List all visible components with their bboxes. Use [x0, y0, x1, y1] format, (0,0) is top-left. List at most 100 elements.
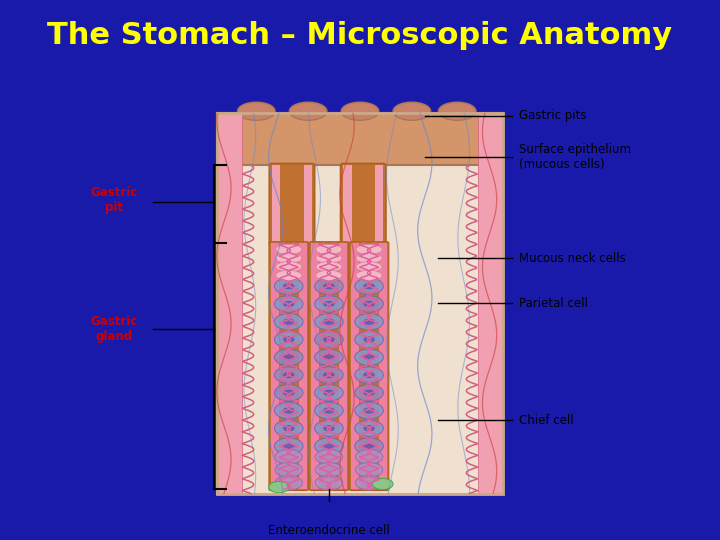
Ellipse shape [316, 261, 342, 272]
Ellipse shape [276, 253, 302, 264]
FancyBboxPatch shape [272, 165, 280, 243]
Ellipse shape [315, 331, 343, 348]
FancyBboxPatch shape [269, 164, 315, 245]
Ellipse shape [276, 261, 302, 272]
Ellipse shape [315, 349, 343, 366]
Ellipse shape [274, 296, 303, 312]
Ellipse shape [315, 384, 343, 401]
FancyBboxPatch shape [341, 164, 386, 245]
FancyBboxPatch shape [217, 113, 503, 165]
Ellipse shape [283, 425, 294, 431]
Ellipse shape [238, 102, 275, 120]
Ellipse shape [323, 319, 335, 325]
Ellipse shape [274, 278, 303, 294]
Ellipse shape [274, 331, 303, 348]
Ellipse shape [315, 449, 343, 464]
FancyBboxPatch shape [478, 113, 503, 494]
Ellipse shape [315, 462, 343, 477]
Ellipse shape [283, 407, 294, 414]
Ellipse shape [283, 336, 294, 343]
Ellipse shape [316, 270, 342, 281]
Ellipse shape [356, 270, 382, 281]
Ellipse shape [274, 314, 303, 330]
Text: The Stomach – Microscopic Anatomy: The Stomach – Microscopic Anatomy [48, 21, 672, 50]
Text: Parietal cell: Parietal cell [518, 297, 588, 310]
Ellipse shape [356, 462, 383, 477]
Ellipse shape [274, 402, 303, 418]
Ellipse shape [276, 270, 302, 281]
Text: Gastric
pit: Gastric pit [90, 186, 138, 214]
Ellipse shape [274, 384, 303, 401]
FancyBboxPatch shape [343, 165, 351, 243]
Ellipse shape [364, 407, 375, 414]
Ellipse shape [274, 438, 303, 454]
Ellipse shape [355, 349, 383, 366]
Ellipse shape [275, 449, 302, 464]
Ellipse shape [323, 283, 335, 289]
Ellipse shape [283, 301, 294, 307]
FancyBboxPatch shape [351, 243, 359, 489]
Ellipse shape [364, 443, 375, 449]
Text: Mucous neck cells: Mucous neck cells [518, 252, 626, 265]
FancyBboxPatch shape [309, 242, 348, 490]
Ellipse shape [438, 102, 476, 120]
Ellipse shape [364, 319, 375, 325]
FancyBboxPatch shape [311, 243, 319, 489]
Ellipse shape [364, 372, 375, 378]
FancyBboxPatch shape [339, 243, 347, 489]
Ellipse shape [364, 354, 375, 361]
Ellipse shape [275, 475, 302, 490]
Ellipse shape [356, 261, 382, 272]
Ellipse shape [355, 402, 383, 418]
Ellipse shape [341, 102, 379, 120]
Ellipse shape [364, 425, 375, 431]
Ellipse shape [315, 367, 343, 383]
Ellipse shape [315, 314, 343, 330]
Ellipse shape [393, 102, 431, 120]
Ellipse shape [283, 389, 294, 396]
Text: Gastric
gland: Gastric gland [90, 315, 138, 343]
Ellipse shape [356, 253, 382, 264]
Ellipse shape [355, 367, 383, 383]
Ellipse shape [356, 475, 383, 490]
FancyBboxPatch shape [217, 113, 503, 494]
Ellipse shape [323, 425, 335, 431]
Ellipse shape [355, 438, 383, 454]
Ellipse shape [323, 372, 335, 378]
Ellipse shape [355, 278, 383, 294]
Ellipse shape [355, 314, 383, 330]
Ellipse shape [283, 443, 294, 449]
Text: Chief cell: Chief cell [518, 414, 573, 427]
Ellipse shape [274, 367, 303, 383]
Ellipse shape [355, 384, 383, 401]
Text: Surface epithelium
(mucous cells): Surface epithelium (mucous cells) [518, 143, 631, 171]
Ellipse shape [283, 283, 294, 289]
Ellipse shape [289, 102, 327, 120]
Ellipse shape [356, 449, 383, 464]
Ellipse shape [316, 253, 342, 264]
Ellipse shape [283, 319, 294, 325]
FancyBboxPatch shape [217, 113, 242, 494]
FancyBboxPatch shape [379, 243, 387, 489]
FancyBboxPatch shape [269, 242, 308, 490]
Ellipse shape [323, 389, 335, 396]
Ellipse shape [364, 301, 375, 307]
FancyBboxPatch shape [271, 243, 279, 489]
Ellipse shape [355, 420, 383, 436]
Ellipse shape [276, 244, 302, 255]
Ellipse shape [323, 336, 335, 343]
Ellipse shape [274, 420, 303, 436]
Ellipse shape [364, 389, 375, 396]
Ellipse shape [364, 336, 375, 343]
Ellipse shape [372, 478, 393, 490]
Ellipse shape [355, 331, 383, 348]
Ellipse shape [283, 372, 294, 378]
Ellipse shape [275, 462, 302, 477]
FancyBboxPatch shape [304, 165, 312, 243]
Ellipse shape [323, 354, 335, 361]
Ellipse shape [283, 354, 294, 361]
Ellipse shape [315, 278, 343, 294]
FancyBboxPatch shape [375, 165, 383, 243]
Ellipse shape [323, 407, 335, 414]
Ellipse shape [274, 349, 303, 366]
